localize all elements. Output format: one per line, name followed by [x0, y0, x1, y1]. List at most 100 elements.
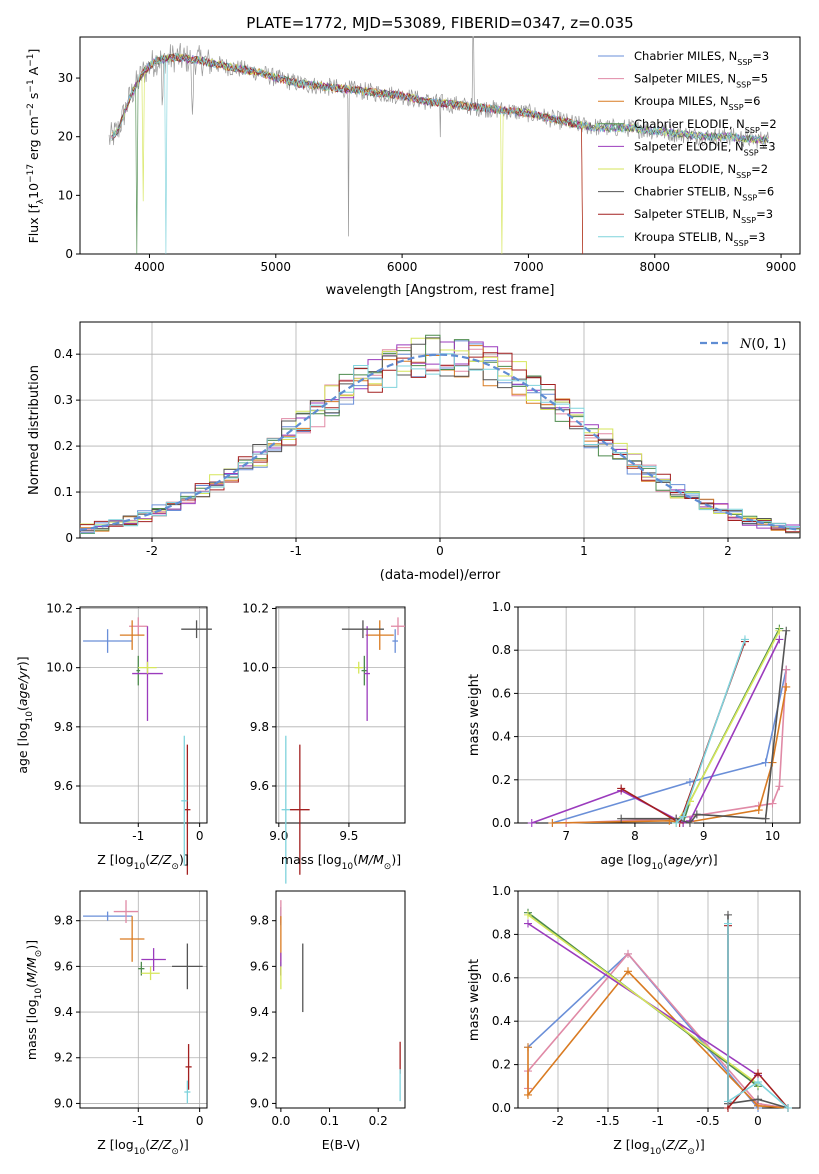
x-tick-label: 2: [724, 544, 732, 558]
y-tick-label: 1.0: [492, 600, 511, 614]
errorbar-point: [392, 629, 398, 653]
mass-weight-marker: [724, 919, 732, 928]
spectrum-title: PLATE=1772, MJD=53089, FIBERID=0347, z=0…: [246, 14, 633, 32]
mass-weight-vs-z-xlabel: Z [log10(Z/Z⊙)]: [613, 1137, 704, 1157]
y-tick-label: 0.0: [492, 816, 511, 830]
y-tick-label: 0: [65, 247, 73, 261]
errorbar-point: [185, 1044, 192, 1090]
mass-weight-marker: [548, 819, 557, 827]
x-tick-label: -1: [290, 544, 302, 558]
mass-weight-marker: [768, 799, 777, 808]
mass-vs-ebv-panel: 0.0 0.1 0.2 9.0 9.2 9.4 9.6 9.8 E(B-V): [250, 890, 406, 1152]
mass-weight-marker: [754, 1069, 762, 1078]
y-tick-label: 9.2: [250, 1051, 269, 1065]
errorbar-point: [83, 911, 133, 921]
normal-curve: [79, 353, 801, 531]
spectrum-panel: 4000 5000 6000 7000 8000 9000 0 10 20 30 Chabrier …: [26, 36, 801, 274]
y-tick-label: 9.0: [250, 1096, 269, 1110]
x-tick-label: 8: [631, 829, 639, 843]
mass-weight-marker: [679, 812, 688, 821]
axes-frame: [275, 890, 406, 1109]
mass-weight-marker: [761, 758, 770, 767]
y-tick-label: 0.0: [492, 1101, 511, 1115]
errorbar-point: [365, 620, 394, 650]
y-tick-label: 0.4: [492, 730, 511, 744]
y-tick-label: 0: [65, 531, 73, 545]
mass-ylabel: mass [log10(M/M⊙)]: [24, 940, 44, 1060]
mass-weight-age-ylabel: mass weight: [467, 674, 482, 756]
x-tick-label: -2: [146, 544, 158, 558]
age-vs-z-panel: -1 0 9.6 9.8 10.0 10.2 Z [log10(Z/Z⊙)] age [log…: [15, 601, 212, 875]
x-tick-label: 4000: [134, 260, 165, 274]
y-tick-label: 9.2: [54, 1051, 73, 1065]
mass-vs-z-xlabel: Z [log10(Z/Z⊙)]: [97, 1137, 188, 1157]
axes-frame: [275, 606, 406, 824]
x-tick-label: 6000: [387, 260, 418, 274]
y-tick-label: 0.4: [492, 1014, 511, 1028]
y-tick-label: 10.0: [46, 661, 73, 675]
residuals-ylabel: Normed distribution: [27, 365, 42, 495]
x-tick-label: 0.1: [320, 1114, 339, 1128]
legend-label: Salpeter ELODIE, NSSP=3: [634, 139, 776, 157]
y-tick-label: 1.0: [492, 884, 511, 898]
x-tick-label: -1.5: [596, 1114, 619, 1128]
age-vs-mass-panel: 9.0 9.5 9.6 9.8 10.0 10.2 mass [log10(M/M⊙)]: [242, 601, 406, 884]
errorbar-point: [172, 943, 203, 990]
mass-weight-marker: [527, 819, 536, 827]
mass-weight-series-cha-stelib: [621, 630, 787, 824]
mass-weight-marker: [754, 1095, 762, 1104]
x-tick-label: 9.0: [269, 829, 288, 843]
mass-weight-marker: [754, 1077, 762, 1086]
spectrum-model-line-sal-stelib: [111, 53, 584, 255]
mass-weight-marker: [782, 665, 791, 674]
mass-weight-marker: [692, 810, 701, 819]
y-tick-label: 9.8: [250, 720, 269, 734]
y-tick-label: 9.8: [54, 914, 73, 928]
mass-weight-marker: [784, 1104, 792, 1112]
x-tick-label: 0: [196, 829, 204, 843]
errorbar-point: [83, 629, 133, 653]
legend-label: Salpeter STELIB, NSSP=3: [634, 207, 773, 225]
legend-label: N(0, 1): [739, 337, 786, 352]
x-tick-label: 0: [436, 544, 444, 558]
y-tick-label: 10: [58, 188, 73, 202]
x-tick-label: 0: [754, 1114, 762, 1128]
mass-vs-z-panel: -1 0 9.0 9.2 9.4 9.6 9.8 Z [log10(Z/Z⊙)] mass [l…: [24, 890, 208, 1157]
x-tick-label: -1: [132, 829, 144, 843]
mass-weight-marker: [524, 1043, 532, 1052]
errorbar-point: [341, 620, 384, 639]
y-tick-label: 9.6: [54, 959, 73, 973]
errorbar-point: [138, 661, 157, 674]
mass-weight-marker: [775, 626, 784, 635]
errorbar-point: [136, 655, 141, 686]
x-tick-label: 9000: [766, 260, 797, 274]
y-tick-label: 30: [58, 71, 73, 85]
x-tick-label: -2: [552, 1114, 564, 1128]
x-tick-label: 7: [562, 829, 570, 843]
errorbar-point: [181, 735, 188, 866]
errorbar-point: [354, 661, 363, 674]
spectrum-ylabel: Flux [fλ10−17 erg cm−2 s−1 A−1]: [26, 49, 46, 244]
mass-weight-marker: [775, 635, 784, 644]
mass-weight-marker: [782, 626, 791, 635]
residuals-xlabel: (data-model)/error: [380, 568, 501, 583]
x-tick-label: 5000: [261, 260, 292, 274]
errorbar-point: [141, 948, 166, 971]
mass-weight-marker: [754, 806, 763, 815]
x-tick-label: 0.0: [271, 1114, 290, 1128]
y-tick-label: 0.6: [492, 971, 511, 985]
errorbar-point: [361, 655, 368, 686]
y-tick-label: 0.2: [492, 1058, 511, 1072]
y-tick-label: 0.2: [54, 439, 73, 453]
y-tick-label: 10.0: [242, 661, 269, 675]
legend-label: Kroupa MILES, NSSP=6: [634, 94, 760, 112]
y-tick-label: 0.1: [54, 485, 73, 499]
errorbar-point: [119, 620, 145, 650]
errorbar-point: [290, 744, 310, 875]
errorbar-point: [113, 900, 139, 923]
mass-weight-vs-age-panel: age [log10(age/yr)] 7 8 9 10 0.0 0.2 0.4 0.6 0.8 1…: [492, 600, 801, 872]
y-tick-label: 9.8: [54, 720, 73, 734]
mass-weight-marker: [782, 682, 791, 691]
errorbar-point: [119, 916, 145, 962]
